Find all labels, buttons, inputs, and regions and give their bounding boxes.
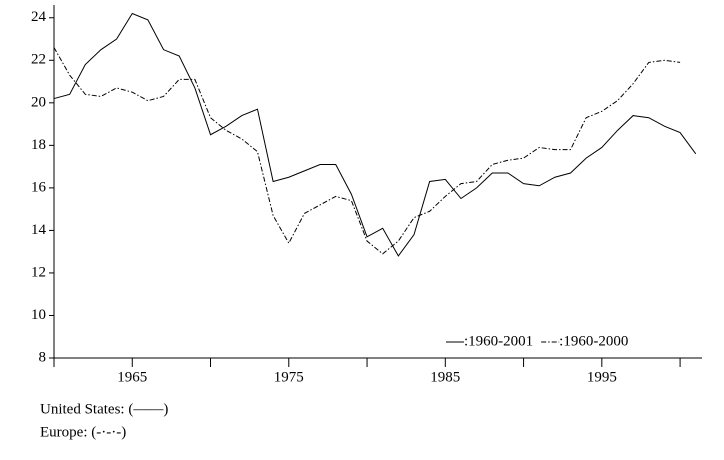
y-tick-label: 10 [31,307,46,323]
x-tick-label: 1975 [274,369,304,385]
caption: United States: (——) [40,401,168,417]
x-tick-label: 1995 [587,369,617,385]
y-tick-label: 8 [39,349,47,365]
x-tick-label: 1965 [117,369,147,385]
legend-label: :1960-2001 [464,333,533,349]
caption: Europe: (-·-·-) [40,424,126,440]
legend-label: :1960-2000 [559,333,628,349]
y-tick-label: 12 [31,264,46,280]
y-tick-label: 20 [31,94,46,110]
series-line [53,12,697,257]
y-tick-label: 16 [31,179,47,195]
y-tick-label: 24 [31,9,47,25]
y-tick-label: 22 [31,52,46,68]
x-tick-label: 1985 [430,369,460,385]
y-tick-label: 18 [31,137,46,153]
y-tick-label: 14 [31,222,47,238]
series-line [53,47,681,255]
